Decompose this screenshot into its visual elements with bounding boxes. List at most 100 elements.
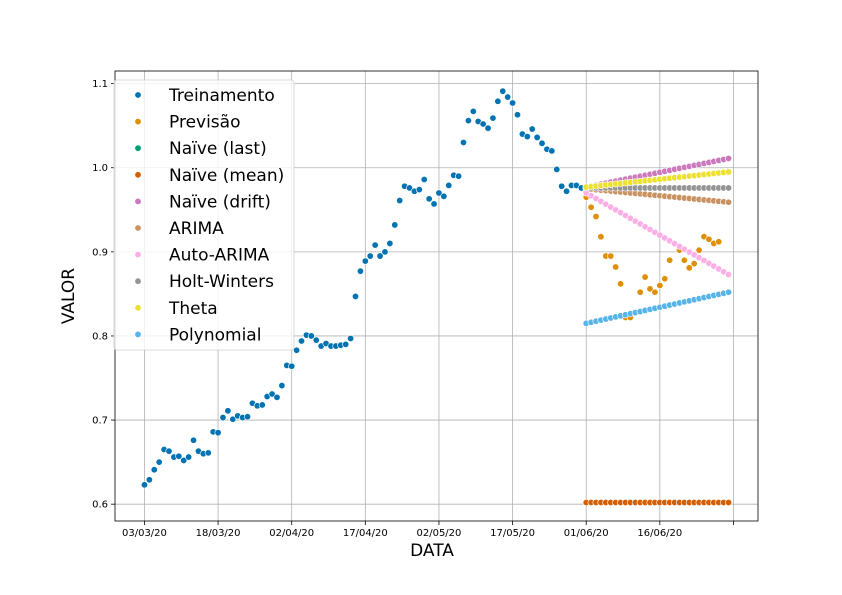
legend-label: Naïve (drift) xyxy=(169,192,271,212)
point-treinamento xyxy=(509,99,517,107)
point-polynomial xyxy=(725,288,733,296)
point-treinamento xyxy=(558,182,566,190)
x-tick-label: 03/03/20 xyxy=(122,528,167,539)
point-treinamento xyxy=(430,200,438,208)
legend: Treinamento Previsão Naïve (last) Naïve (me… xyxy=(113,79,295,351)
y-tick-label: 0.8 xyxy=(92,331,108,342)
point-treinamento xyxy=(533,133,541,141)
x-tick-label: 01/06/20 xyxy=(564,528,609,539)
point-previsao xyxy=(705,235,713,243)
point-previsao xyxy=(641,273,649,281)
point-treinamento xyxy=(553,165,561,173)
legend-label: Auto-ARIMA xyxy=(169,246,270,266)
point-previsao xyxy=(715,238,723,246)
point-treinamento xyxy=(190,436,198,444)
legend-marker xyxy=(134,144,142,152)
legend-marker xyxy=(134,91,142,99)
legend-label: Holt-Winters xyxy=(169,272,274,292)
point-treinamento xyxy=(224,407,232,415)
point-previsao xyxy=(680,256,688,264)
point-theta xyxy=(725,168,733,176)
point-treinamento xyxy=(312,336,320,344)
point-treinamento xyxy=(440,192,448,200)
y-tick-label: 1.0 xyxy=(92,163,108,174)
point-treinamento xyxy=(415,186,423,194)
legend-marker xyxy=(134,224,142,232)
point-treinamento xyxy=(406,184,414,192)
legend-marker xyxy=(134,171,142,179)
point-previsao xyxy=(617,280,625,288)
point-treinamento xyxy=(513,111,521,119)
y-tick-label: 0.7 xyxy=(92,416,108,427)
point-treinamento xyxy=(155,458,163,466)
point-treinamento xyxy=(381,248,389,256)
point-treinamento xyxy=(391,221,399,229)
point-treinamento xyxy=(396,197,404,205)
point-holt-winters xyxy=(725,184,733,192)
point-treinamento xyxy=(528,125,536,133)
point-treinamento xyxy=(445,181,453,189)
point-treinamento xyxy=(219,414,227,422)
point-treinamento xyxy=(479,120,487,128)
point-treinamento xyxy=(459,138,467,146)
point-treinamento xyxy=(425,195,433,203)
point-treinamento xyxy=(371,241,379,249)
x-tick-label: 02/05/20 xyxy=(416,528,461,539)
point-previsao xyxy=(666,256,674,264)
legend-label: Theta xyxy=(168,299,218,319)
point-treinamento xyxy=(548,147,556,155)
x-tick-label: 02/04/20 xyxy=(269,528,314,539)
point-previsao xyxy=(587,203,595,211)
point-treinamento xyxy=(455,172,463,180)
legend-marker xyxy=(134,197,142,205)
point-previsao xyxy=(612,263,620,271)
point-previsao xyxy=(651,288,659,296)
data-points xyxy=(140,87,733,506)
point-treinamento xyxy=(489,114,497,122)
point-treinamento xyxy=(538,139,546,147)
x-axis-title: DATA xyxy=(410,541,454,561)
legend-marker xyxy=(134,277,142,285)
point-treinamento xyxy=(185,453,193,461)
point-previsao xyxy=(597,233,605,241)
point-treinamento xyxy=(563,187,571,195)
point-treinamento xyxy=(150,466,158,474)
point-treinamento xyxy=(288,362,296,370)
y-tick-label: 1.1 xyxy=(92,79,108,90)
point-treinamento xyxy=(293,346,301,354)
point-treinamento xyxy=(180,456,188,464)
point-treinamento xyxy=(499,87,507,95)
legend-label: Previsão xyxy=(169,113,241,133)
x-tick-label: 17/04/20 xyxy=(343,528,388,539)
legend-label: Naïve (mean) xyxy=(169,166,284,186)
point-previsao xyxy=(607,252,615,260)
point-treinamento xyxy=(273,393,281,401)
point-treinamento xyxy=(484,124,492,132)
point-treinamento xyxy=(140,481,148,489)
x-tick-label: 18/03/20 xyxy=(196,528,241,539)
legend-marker xyxy=(134,251,142,259)
point-previsao xyxy=(592,213,600,221)
point-treinamento xyxy=(356,267,364,275)
point-treinamento xyxy=(175,452,183,460)
point-treinamento xyxy=(307,332,315,340)
point-previsao xyxy=(695,246,703,254)
point-treinamento xyxy=(464,117,472,125)
point-treinamento xyxy=(204,449,212,457)
point-treinamento xyxy=(386,239,394,247)
point-treinamento xyxy=(268,390,276,398)
point-treinamento xyxy=(420,176,428,184)
axis-ticks: 03/03/20 18/03/20 02/04/20 17/04/20 02/05/20… xyxy=(92,79,734,539)
point-treinamento xyxy=(347,334,355,342)
legend-label: Treinamento xyxy=(168,86,275,106)
point-treinamento xyxy=(258,401,266,409)
y-tick-label: 0.9 xyxy=(92,247,108,258)
point-treinamento xyxy=(145,476,153,484)
point-previsao xyxy=(661,275,669,283)
point-previsao xyxy=(656,281,664,289)
point-treinamento xyxy=(361,257,369,265)
point-arima xyxy=(725,198,733,206)
point-treinamento xyxy=(469,107,477,115)
